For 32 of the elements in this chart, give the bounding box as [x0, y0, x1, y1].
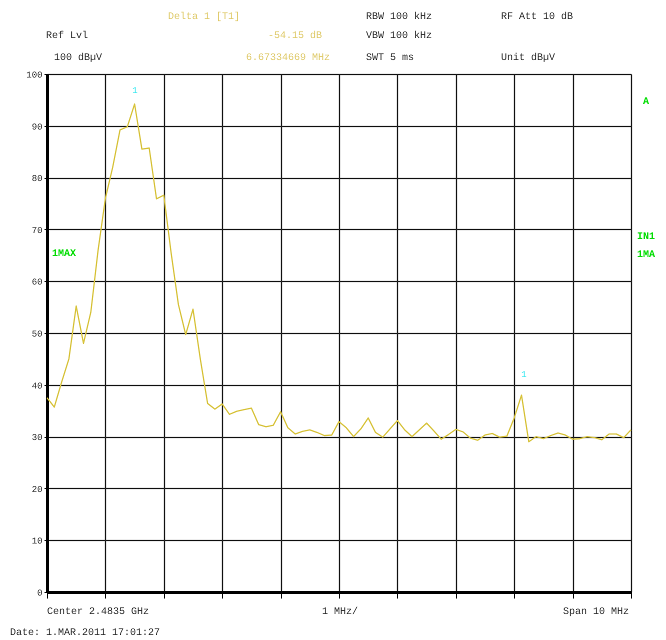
text: Date: 1.MAR.2011 17:01:27 [10, 628, 160, 639]
text: Center 2.4835 GHz [47, 607, 150, 618]
text: 6.67334669 MHz [246, 53, 330, 64]
y-tick-label: 100 [26, 70, 42, 80]
y-tick-label: 70 [32, 226, 42, 236]
y-tick-label: 60 [32, 278, 42, 288]
annotation: 1MAX [52, 249, 76, 260]
y-tick-label: 40 [32, 381, 42, 392]
line-series [46, 103, 632, 442]
annotation: 1 [521, 370, 527, 380]
annotation: 1 [132, 86, 138, 96]
text: Delta 1 [T1] [168, 11, 240, 23]
text: SWT 5 ms [366, 53, 414, 64]
y-tick-label: 30 [32, 433, 42, 444]
text: IN1 [637, 232, 656, 243]
text: 1MA [637, 250, 656, 261]
text: Span 10 MHz [562, 607, 629, 618]
text: VBW 100 kHz [366, 30, 432, 42]
y-tick-label: 90 [32, 122, 42, 132]
text: RBW 100 kHz [366, 11, 432, 23]
text: 1 MHz/ [322, 606, 358, 618]
text: 100 dBµV [54, 52, 102, 64]
text: A [643, 97, 650, 108]
text: Unit dBµV [501, 52, 556, 64]
text: Ref Lvl [46, 30, 88, 42]
y-tick-label: 0 [37, 588, 42, 598]
text: RF Att 10 dB [501, 11, 574, 23]
y-tick-label: 10 [32, 536, 42, 547]
y-tick-label: 20 [32, 484, 42, 495]
text: -54.15 dB [268, 30, 322, 42]
y-tick-label: 50 [32, 330, 42, 340]
y-tick-label: 80 [32, 174, 42, 184]
